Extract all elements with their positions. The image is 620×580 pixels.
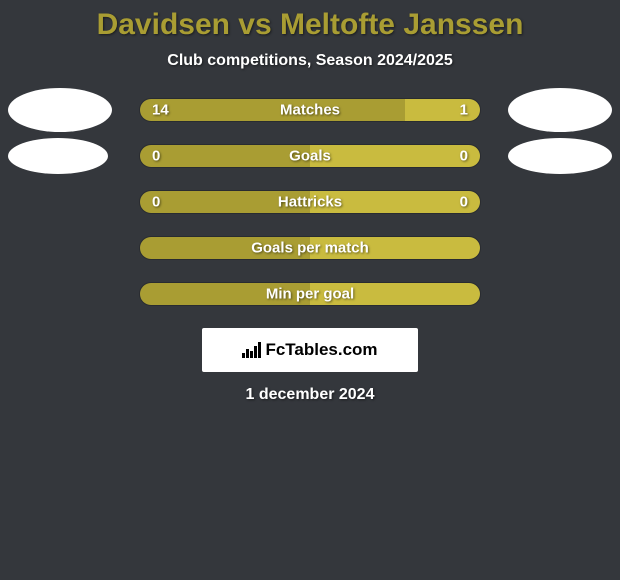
date-label: 1 december 2024 — [0, 386, 620, 404]
stat-row: 0 0 Hattricks — [0, 190, 620, 214]
subtitle: Club competitions, Season 2024/2025 — [0, 52, 620, 70]
stat-value-right: 0 — [460, 194, 468, 211]
stat-value-right: 0 — [460, 148, 468, 165]
stat-label: Goals per match — [251, 240, 369, 257]
player-avatar-right — [508, 88, 612, 132]
stat-bar: 0 0 Hattricks — [139, 190, 481, 214]
stat-row: Goals per match — [0, 236, 620, 260]
stat-bar: 0 0 Goals — [139, 144, 481, 168]
stat-label: Matches — [280, 102, 340, 119]
stat-rows: 14 1 Matches 0 0 Goals 0 0 Hattricks Goals per ma… — [0, 98, 620, 306]
stat-label: Goals — [289, 148, 331, 165]
stat-value-left: 14 — [152, 102, 169, 119]
page-title: Davidsen vs Meltofte Janssen — [0, 8, 620, 42]
bar-chart-icon — [242, 342, 261, 358]
player-avatar-right — [508, 138, 612, 174]
stat-row: Min per goal — [0, 282, 620, 306]
stat-value-left: 0 — [152, 148, 160, 165]
stat-bar: Min per goal — [139, 282, 481, 306]
stat-bar-right — [405, 99, 480, 121]
stat-label: Min per goal — [266, 286, 354, 303]
stat-label: Hattricks — [278, 194, 342, 211]
stat-value-left: 0 — [152, 194, 160, 211]
stat-row: 14 1 Matches — [0, 98, 620, 122]
stat-row: 0 0 Goals — [0, 144, 620, 168]
player-avatar-left — [8, 88, 112, 132]
stat-bar-left — [140, 145, 310, 167]
player-avatar-left — [8, 138, 108, 174]
brand-name: FcTables.com — [265, 340, 377, 360]
stat-bar-left — [140, 99, 405, 121]
brand-logo: FcTables.com — [202, 328, 418, 372]
comparison-widget: Davidsen vs Meltofte Janssen Club compet… — [0, 0, 620, 580]
stat-bar-right — [310, 145, 480, 167]
stat-value-right: 1 — [460, 102, 468, 119]
brand-logo-text: FcTables.com — [242, 340, 377, 360]
stat-bar: 14 1 Matches — [139, 98, 481, 122]
stat-bar: Goals per match — [139, 236, 481, 260]
